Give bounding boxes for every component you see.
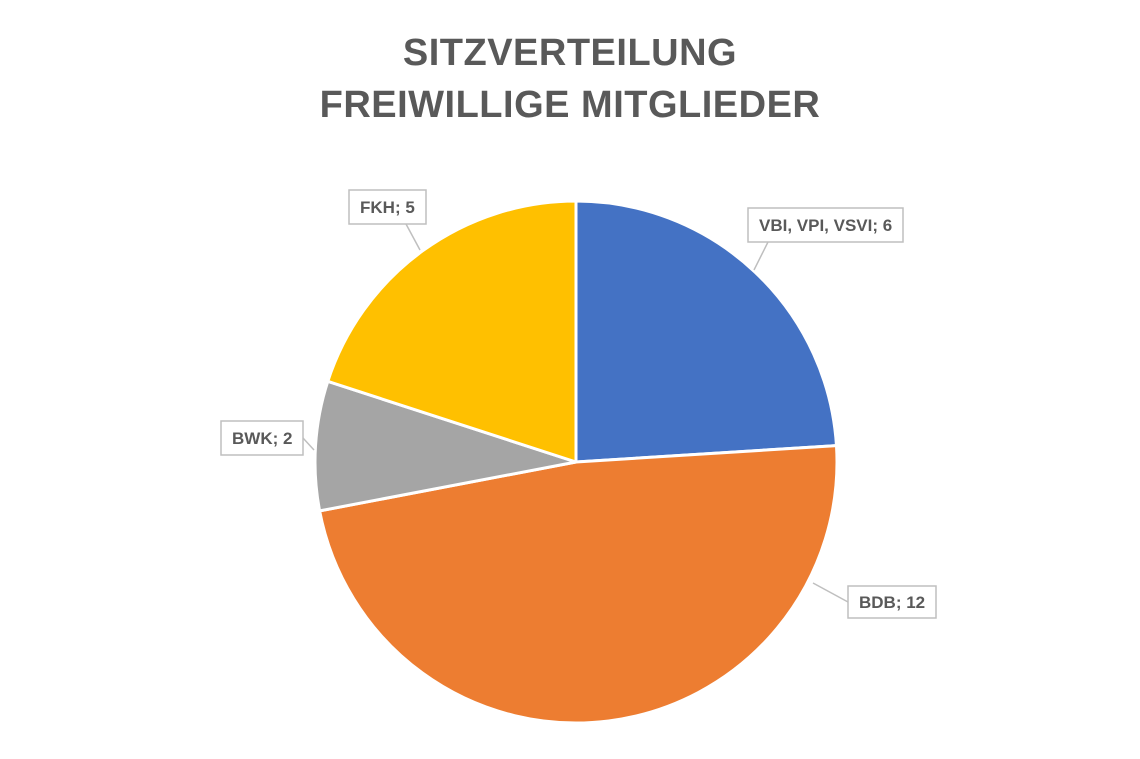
data-label-box — [847, 585, 937, 619]
data-label: FKH; 5 — [360, 198, 415, 217]
data-label: BWK; 2 — [232, 429, 292, 448]
chart-title-line-1: SITZVERTEILUNG — [402, 32, 738, 74]
data-label: BDB; 12 — [859, 593, 925, 612]
pie-slice-bdb — [318, 444, 839, 725]
leader-line — [302, 437, 315, 451]
leader-line — [812, 582, 849, 603]
data-label-box — [348, 189, 427, 225]
leader-line — [405, 223, 421, 251]
pie-slice-fkh — [326, 199, 578, 464]
chart-title-line-2: FREIWILLIGE MITGLIEDER — [319, 84, 821, 126]
data-labels: VBI, VPI, VSVI; 6 BDB; 12 BWK; 2 FKH; 5 — [220, 189, 937, 619]
pie-slice-vbi-vpi-vsvi — [574, 199, 838, 464]
leader-line — [753, 241, 769, 271]
data-label-box — [220, 420, 304, 456]
pie-slices — [313, 199, 839, 725]
pie-slice-bwk — [313, 379, 578, 513]
data-label: VBI, VPI, VSVI; 6 — [759, 216, 892, 235]
data-label-box — [747, 207, 904, 243]
